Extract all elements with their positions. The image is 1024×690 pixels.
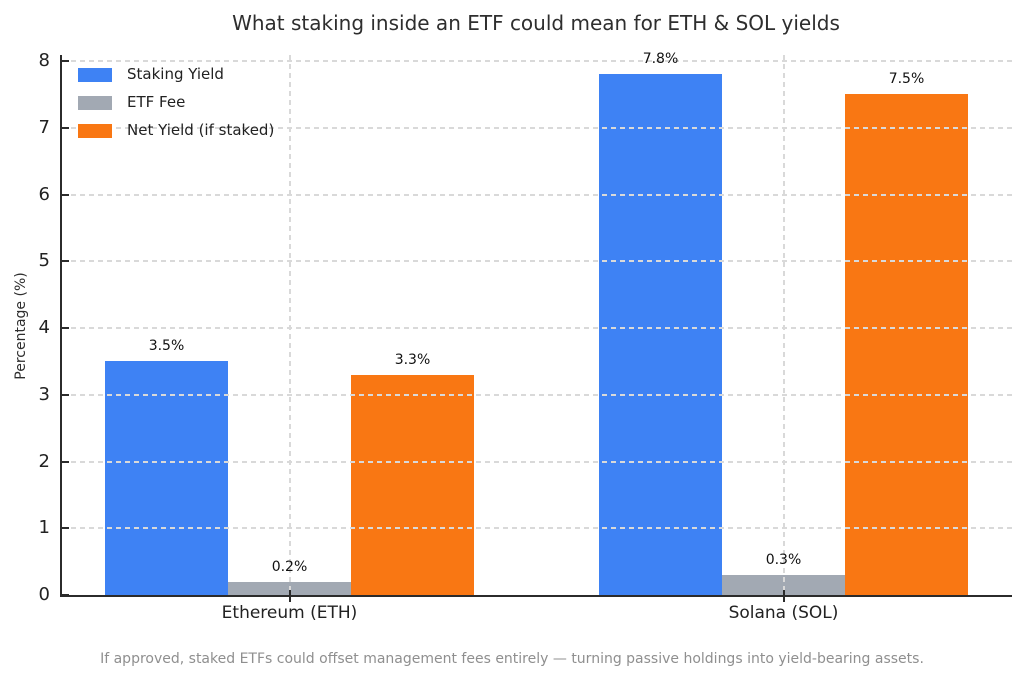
h-gridline-4: [62, 327, 1012, 329]
y-tick-7: [62, 126, 69, 129]
h-gridline-5: [62, 260, 1012, 263]
y-tick-label-7: 7: [38, 116, 50, 138]
bar-value-label-net-yield-if-staked-solana-sol: 7.5%: [888, 71, 925, 88]
h-gridline-6: [62, 193, 1012, 196]
y-tick-4: [62, 327, 69, 329]
legend-swatch-staking-yield-icon: [78, 67, 112, 82]
y-tick-1: [62, 527, 69, 530]
y-tick-label-5: 5: [38, 250, 50, 272]
bar-staking-yield-solana-sol: [599, 74, 722, 595]
x-tick-ethereum-eth: [288, 590, 291, 602]
y-tick-label-2: 2: [38, 450, 50, 472]
legend-item-staking-yield: Staking Yield: [78, 67, 274, 82]
y-tick-5: [62, 260, 69, 263]
h-gridline-7: [62, 126, 1012, 129]
chart-caption: If approved, staked ETFs could offset ma…: [100, 651, 924, 667]
y-tick-3: [62, 393, 69, 396]
plot-area: 3.5% 7.8% 0.2% 0.3% 3.3% 7.5% 0 1 2 3 4 5 6 7 8 Ethereu…: [39, 50, 1012, 623]
bar-value-label-staking-yield-ethereum-eth: 3.5%: [148, 338, 185, 355]
y-tick-6: [62, 193, 69, 196]
y-tick-label-1: 1: [38, 517, 50, 539]
bar-value-label-staking-yield-solana-sol: 7.8%: [642, 51, 679, 68]
legend-item-etf-fee: ETF Fee: [78, 95, 274, 110]
chart-title: What staking inside an ETF could mean fo…: [232, 11, 840, 35]
legend-item-net-yield-if-staked: Net Yield (if staked): [78, 123, 274, 138]
legend-label-net-yield-if-staked: Net Yield (if staked): [127, 121, 275, 139]
y-tick-label-0: 0: [38, 584, 50, 605]
x-tick-label-ethereum-eth: Ethereum (ETH): [221, 603, 358, 623]
y-tick-0: [62, 594, 69, 596]
v-gridline-solana-sol: [782, 55, 785, 595]
legend-label-etf-fee: ETF Fee: [127, 93, 186, 111]
y-tick-label-8: 8: [38, 50, 50, 71]
bar-net-yield-if-staked-solana-sol: [845, 94, 968, 595]
y-tick-8: [62, 60, 69, 62]
y-tick-label-6: 6: [38, 183, 50, 205]
v-gridline-ethereum-eth: [288, 55, 291, 595]
legend-swatch-net-yield-if-staked-icon: [78, 123, 112, 138]
legend: Staking Yield ETF Fee Net Yield (if staked…: [78, 67, 274, 138]
y-tick-label-3: 3: [38, 383, 50, 405]
h-gridline-2: [62, 460, 1012, 463]
y-tick-2: [62, 460, 69, 463]
legend-label-staking-yield: Staking Yield: [127, 65, 224, 83]
bar-value-label-etf-fee-ethereum-eth: 0.2%: [271, 558, 308, 575]
x-tick-label-solana-sol: Solana (SOL): [728, 603, 839, 623]
h-gridline-3: [62, 393, 1012, 396]
bar-value-label-etf-fee-solana-sol: 0.3%: [765, 551, 802, 568]
y-tick-label-4: 4: [38, 317, 50, 338]
bar-staking-yield-ethereum-eth: [105, 361, 228, 595]
h-gridline-8: [62, 60, 1012, 62]
bar-net-yield-if-staked-ethereum-eth: [351, 374, 474, 595]
x-tick-solana-sol: [782, 590, 785, 602]
legend-swatch-etf-fee-icon: [78, 95, 112, 110]
bar-value-label-net-yield-if-staked-ethereum-eth: 3.3%: [394, 351, 431, 368]
h-gridline-1: [62, 527, 1012, 530]
